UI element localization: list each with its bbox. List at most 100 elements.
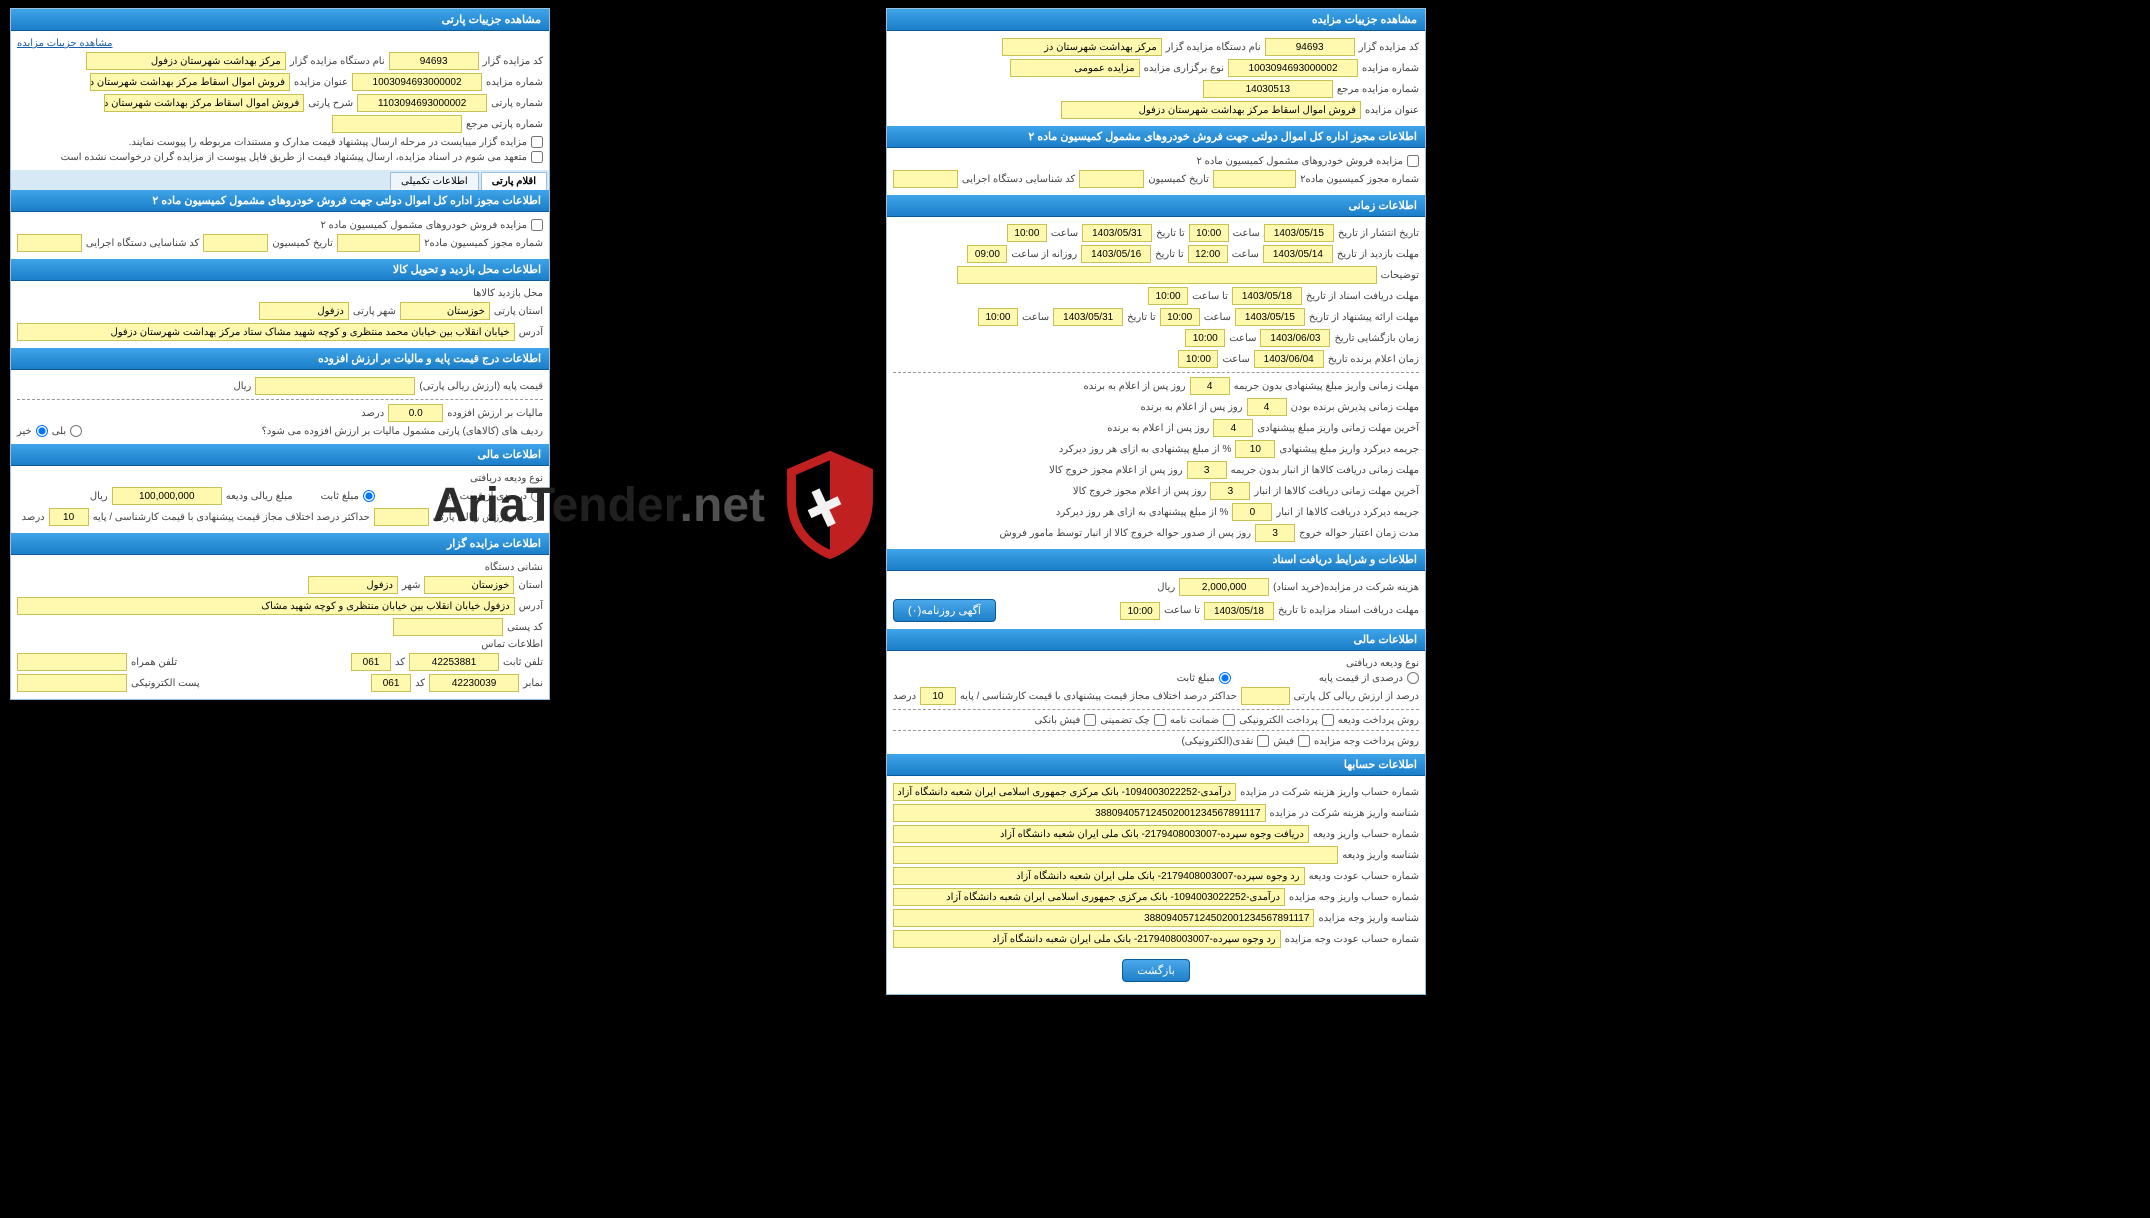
hdr-visit-loc: اطلاعات محل بازدید و تحویل کالا — [11, 259, 549, 281]
fld-p-code: 94693 — [389, 52, 479, 70]
lbl-acc7: شناسه واریز وجه مزایده — [1318, 913, 1419, 924]
lbl-last-pickup: آخرین مهلت زمانی دریافت کالاها از انبار — [1254, 486, 1419, 497]
fld-perm-date — [1079, 170, 1144, 188]
fld-auction-code: 94693 — [1265, 38, 1355, 56]
lbl-area: کد — [395, 657, 405, 668]
fld-p-title: فروش اموال اسقاط مرکز بهداشت شهرستان دزف… — [90, 73, 290, 91]
chk-ecash[interactable] — [1257, 735, 1269, 747]
hdr-permission: اطلاعات مجوز اداره کل اموال دولتی جهت فر… — [887, 126, 1425, 148]
fld-acc3: دریافت وجوه سپرده-2179408003007- بانک مل… — [893, 825, 1309, 843]
fld-bid-from: 1403/05/15 — [1235, 308, 1305, 326]
lbl-loc: محل بازدید کالاها — [473, 288, 543, 299]
fld-acc4 — [893, 846, 1338, 864]
fld-auction-title: فروش اموال اسقاط مرکز بهداشت شهرستان دزف… — [1061, 101, 1361, 119]
fld-email — [17, 674, 127, 692]
chk-note1[interactable] — [531, 136, 543, 148]
lbl-visit-from: مهلت بازدید از تاریخ — [1337, 249, 1419, 260]
fld-auction-num: 1003094693000002 — [1228, 59, 1358, 77]
tabs: اقلام پارتی اطلاعات تکمیلی — [11, 170, 549, 190]
radio-vat-yes[interactable] — [70, 425, 82, 437]
fld-area: 061 — [351, 653, 391, 671]
lbl-last-dep: آخرین مهلت زمانی واریز مبلغ پیشنهادی — [1257, 423, 1419, 434]
lbl-auction-code: کد مزایده گزار — [1359, 42, 1419, 53]
lbl-dep-type: نوع ودیعه دریافتی — [1346, 658, 1419, 669]
lbl-doc-deadline: مهلت دریافت اسناد مزایده تا تاریخ — [1278, 605, 1419, 616]
chk-fish[interactable] — [1298, 735, 1310, 747]
lbl-dep-pay: روش پرداخت ودیعه — [1338, 715, 1419, 726]
lbl-vat-q: ردیف های (کالاهای) پارتی مشمول مالیات بر… — [262, 426, 543, 437]
chk-cheque[interactable] — [1154, 714, 1166, 726]
lbl-city: شهر پارتی — [353, 306, 396, 317]
fld-vat: 0.0 — [388, 404, 443, 422]
lbl-open: زمان بازگشایی تاریخ — [1334, 333, 1419, 344]
lbl-acc1: شماره حساب واریز هزینه شرکت در مزایده — [1240, 787, 1419, 798]
fld-dep-amt: 100,000,000 — [112, 487, 222, 505]
lbl-fee: هزینه شرکت در مزایده(خرید اسناد) — [1273, 582, 1419, 593]
radio-fixed[interactable] — [1219, 672, 1231, 684]
lbl-vat: مالیات بر ارزش افزوده — [447, 408, 543, 419]
wm-text-2: .net — [680, 479, 765, 532]
fld-auction-type: مزایده عمومی — [1010, 59, 1140, 77]
fld-open-d: 1403/06/03 — [1260, 329, 1330, 347]
fld-acc5: رد وجوه سپرده-2179408003007- بانک ملی ای… — [893, 867, 1305, 885]
chk-epay[interactable] — [1322, 714, 1334, 726]
lbl-auction-type: نوع برگزاری مزایده — [1144, 63, 1224, 74]
lbl-prov2: استان — [518, 580, 543, 591]
fld-party-desc: فروش اموال اسقاط مرکز بهداشت شهرستان دزف… — [104, 94, 304, 112]
fld-win-t: 10:00 — [1178, 350, 1218, 368]
back-button[interactable]: بازگشت — [1122, 959, 1190, 982]
fld-late-fine: 10 — [1235, 440, 1275, 458]
fld-transfer: 3 — [1255, 524, 1295, 542]
fld-p-max-diff: 10 — [49, 508, 89, 526]
radio-p-fixed[interactable] — [363, 490, 375, 502]
chk-guarantee[interactable] — [1223, 714, 1235, 726]
lbl-auction-pay: روش پرداخت وجه مزایده — [1314, 736, 1419, 747]
fld-fax: 42230039 — [429, 674, 519, 692]
fld-city2: دزفول — [308, 576, 398, 594]
lbl-p-max-diff: حداکثر درصد اختلاف مجاز قیمت پیشنهادی با… — [93, 512, 370, 523]
fld-party-ref — [332, 115, 462, 133]
newspaper-button[interactable]: آگهی روزنامه(۰) — [893, 599, 996, 622]
fld-visit-to: 1403/05/16 — [1081, 245, 1151, 263]
fld-city: دزفول — [259, 302, 349, 320]
lbl-acc8: شماره حساب عودت وجه مزایده — [1285, 934, 1419, 945]
fld-pub-from-t: 10:00 — [1189, 224, 1229, 242]
lbl-mobile: تلفن همراه — [131, 657, 177, 668]
radio-vat-no[interactable] — [36, 425, 48, 437]
fld-win-d: 1403/06/04 — [1254, 350, 1324, 368]
chk-note2[interactable] — [531, 151, 543, 163]
hdr-party-details: مشاهده جزییات پارتی — [11, 9, 549, 31]
link-auction-details[interactable]: مشاهده جزییات مزایده — [17, 38, 113, 49]
chk-p-commission[interactable] — [531, 219, 543, 231]
lbl-dep-amt: مبلغ ریالی ودیعه — [226, 491, 293, 502]
fld-notes — [957, 266, 1377, 284]
lbl-addr2: آدرس — [519, 601, 543, 612]
lbl-contact: اطلاعات تماس — [481, 639, 543, 650]
lbl-city2: شهر — [402, 580, 421, 591]
lbl-base-price: قیمت پایه (ارزش ریالی پارتی) — [419, 381, 543, 392]
chk-bank[interactable] — [1084, 714, 1096, 726]
hdr-base-price: اطلاعات درج قیمت پایه و مالیات بر ارزش ا… — [11, 348, 549, 370]
fld-pickup-fine: 0 — [1232, 503, 1272, 521]
lbl-perm-num: شماره مجوز کمیسیون ماده۲ — [1300, 174, 1419, 185]
auction-details-panel: مشاهده جزییات مزایده کد مزایده گزار 9469… — [886, 8, 1426, 995]
wm-text-1: AriaTender — [432, 479, 679, 532]
lbl-p-org: نام دستگاه مزایده گزار — [290, 56, 385, 67]
fld-acc1: درآمدی-1094003022252- بانک مرکزی جمهوری … — [893, 783, 1236, 801]
lbl-pct-total: درصد از ارزش ریالی کل پارتی — [1294, 691, 1419, 702]
fld-acc6: درآمدی-1094003022252- بانک مرکزی جمهوری … — [893, 888, 1285, 906]
fld-p-num: 1003094693000002 — [352, 73, 482, 91]
lbl-email: پست الکترونیکی — [131, 678, 200, 689]
lbl-org-addr: نشانی دستگاه — [485, 562, 543, 573]
fld-max-diff: 10 — [920, 687, 956, 705]
fld-org-name: مرکز بهداشت شهرستان دز — [1002, 38, 1162, 56]
tab-extra[interactable]: اطلاعات تکمیلی — [390, 172, 479, 190]
fld-fax-area: 061 — [371, 674, 411, 692]
fld-doc-from-t: 10:00 — [1148, 287, 1188, 305]
shield-icon — [775, 450, 885, 560]
radio-pct-base[interactable] — [1407, 672, 1419, 684]
lbl-zip: کد پستی — [507, 622, 543, 633]
tab-items[interactable]: اقلام پارتی — [481, 172, 547, 190]
fld-last-dep: 4 — [1213, 419, 1253, 437]
chk-commission[interactable] — [1407, 155, 1419, 167]
